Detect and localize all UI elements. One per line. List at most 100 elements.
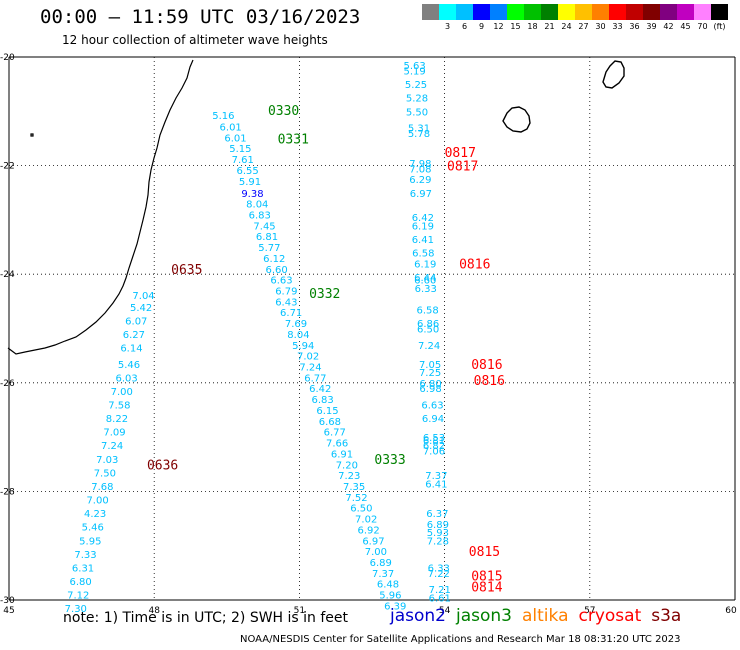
wave-height-value: 6.94 xyxy=(422,414,444,425)
wave-height-value: 8.22 xyxy=(106,414,128,425)
wave-height-value: 6.03 xyxy=(115,373,137,384)
colorbar-label: 18 xyxy=(527,22,538,31)
satellite-legend-jason2: jason2 xyxy=(390,606,446,626)
colorbar-swatch xyxy=(626,4,643,20)
wave-height-value: 5.46 xyxy=(118,360,140,371)
colorbar-swatch xyxy=(660,4,677,20)
wave-height-value: 6.42 xyxy=(309,384,331,395)
pass-time-label: 0816 xyxy=(459,257,490,272)
wave-height-value: 7.35 xyxy=(343,482,365,493)
wave-height-value: 7.24 xyxy=(418,341,440,352)
wave-height-value: 6.60 xyxy=(266,265,288,276)
wave-height-value: 7.20 xyxy=(336,460,358,471)
wave-height-value: 6.41 xyxy=(412,235,434,246)
map-title: 00:00 – 11:59 UTC 03/16/2023 xyxy=(40,6,361,28)
wave-height-value: 5.91 xyxy=(239,177,261,188)
wave-height-value: 5.93 xyxy=(427,528,449,539)
y-tick-label: -26 xyxy=(0,379,15,389)
satellite-legend-jason3: jason3 xyxy=(456,606,512,626)
colorbar-labels: 3 6 9 12 15 18 21 24 27 30 33 36 39 42 45 70 (ft) xyxy=(422,20,728,31)
colorbar-label: 30 xyxy=(595,22,606,31)
colorbar-label: 36 xyxy=(629,22,640,31)
units-note: note: 1) Time is in UTC; 2) SWH is in fe… xyxy=(63,610,349,626)
wave-height-value: 7.09 xyxy=(103,428,125,439)
pass-time-label: 0635 xyxy=(171,263,202,278)
wave-height-value: 6.50 xyxy=(350,504,372,515)
pass-time-label: 0815 xyxy=(469,545,500,560)
wave-height-value: 6.61 xyxy=(429,593,451,604)
wave-height-value: 7.08 xyxy=(409,164,431,175)
wave-height-value: 6.48 xyxy=(377,580,399,591)
x-tick-label: 48 xyxy=(148,606,160,616)
wave-height-value: 7.02 xyxy=(297,352,319,363)
reunion-coastline xyxy=(502,106,531,133)
coastline-layer xyxy=(7,59,625,355)
pass-time-label: 0817 xyxy=(445,146,476,161)
wave-height-value: 4.23 xyxy=(84,509,106,520)
wave-height-value: 7.12 xyxy=(67,591,89,602)
wave-height-value: 7.00 xyxy=(365,547,387,558)
y-tick-label: -28 xyxy=(0,487,15,497)
wave-height-value: 6.19 xyxy=(412,221,434,232)
wave-height-value: 8.04 xyxy=(287,330,309,341)
wave-height-value: 8.04 xyxy=(246,200,268,211)
wave-height-value: 6.33 xyxy=(415,284,437,295)
y-tick-label: -30 xyxy=(0,596,15,606)
pass-time-label: 0636 xyxy=(147,458,178,473)
satellite-legend: jason2 jason3 altika cryosat s3a xyxy=(390,606,691,626)
axis-tick-labels: 45 48 51 54 57 60 -20 -22 -24 -26 -28 -30 xyxy=(0,53,737,616)
wave-height-value: 6.07 xyxy=(125,316,147,327)
pass-time-labels: 0330033103320333063506360817081708160816… xyxy=(147,104,505,595)
wave-height-value: 6.58 xyxy=(412,248,434,259)
wave-height-value: 6.98 xyxy=(419,384,441,395)
wave-height-value: 6.86 xyxy=(417,319,439,330)
colorbar-label: 24 xyxy=(561,22,572,31)
wave-height-value: 6.14 xyxy=(120,344,142,355)
wave-height-value: 6.58 xyxy=(417,305,439,316)
wave-height-value: 7.66 xyxy=(326,439,348,450)
pass-time-label: 0333 xyxy=(374,453,405,468)
colorbar-label: 33 xyxy=(612,22,623,31)
wave-height-value: 6.37 xyxy=(426,509,448,520)
colorbar-swatch xyxy=(524,4,541,20)
pass-time-label: 0330 xyxy=(268,104,299,119)
wave-height-points: 5.635.19 5.25 5.28 5.50 5.315.78 7.987.086.29… xyxy=(65,61,451,615)
satellite-legend-s3a: s3a xyxy=(651,606,682,626)
wave-height-value: 6.77 xyxy=(304,373,326,384)
wave-height-value: 6.80 xyxy=(419,379,441,390)
colorbar-label: 21 xyxy=(544,22,555,31)
wave-height-value: 6.19 xyxy=(414,259,436,270)
wave-height-value: 6.97 xyxy=(410,189,432,200)
wave-height-value: 5.46 xyxy=(82,523,104,534)
wave-height-value: 5.25 xyxy=(405,80,427,91)
wave-height-value: 7.21 xyxy=(429,585,451,596)
wave-height-value: 6.50 xyxy=(417,325,439,336)
wave-height-value: 6.01 xyxy=(224,133,246,144)
colorbar-label: 15 xyxy=(510,22,521,31)
credit-line: NOAA/NESDIS Center for Satellite Applica… xyxy=(240,634,681,645)
wave-height-value: 5.78 xyxy=(408,129,430,140)
wave-height-value: 6.33 xyxy=(428,563,450,574)
wave-height-value: 6.42 xyxy=(412,213,434,224)
colorbar-swatch xyxy=(643,4,660,20)
colorbar-swatch xyxy=(694,4,711,20)
wave-height-value: 7.00 xyxy=(86,496,108,507)
wave-height-value: 6.44 xyxy=(414,273,436,284)
wave-height-value: 5.19 xyxy=(403,67,425,78)
wave-height-value: 7.58 xyxy=(108,401,130,412)
wave-height-value: 7.69 xyxy=(285,319,307,330)
pass-time-label: 0816 xyxy=(471,358,502,373)
wave-height-value: 7.24 xyxy=(101,441,123,452)
wave-height-value: 7.03 xyxy=(96,455,118,466)
wave-height-value: 7.30 xyxy=(65,604,87,615)
wave-height-value: 7.61 xyxy=(232,155,254,166)
pass-time-label: 0815 xyxy=(471,570,502,585)
colorbar-swatch xyxy=(473,4,490,20)
wave-height-value: 6.63 xyxy=(270,276,292,287)
wave-height-value: 6.60 xyxy=(414,276,436,287)
wave-height-value: 5.63 xyxy=(403,61,425,72)
wave-height-value: 7.28 xyxy=(427,536,449,547)
satellite-legend-cryosat: cryosat xyxy=(578,606,642,626)
colorbar-label: 70 xyxy=(697,22,708,31)
wave-height-value: 7.00 xyxy=(111,387,133,398)
